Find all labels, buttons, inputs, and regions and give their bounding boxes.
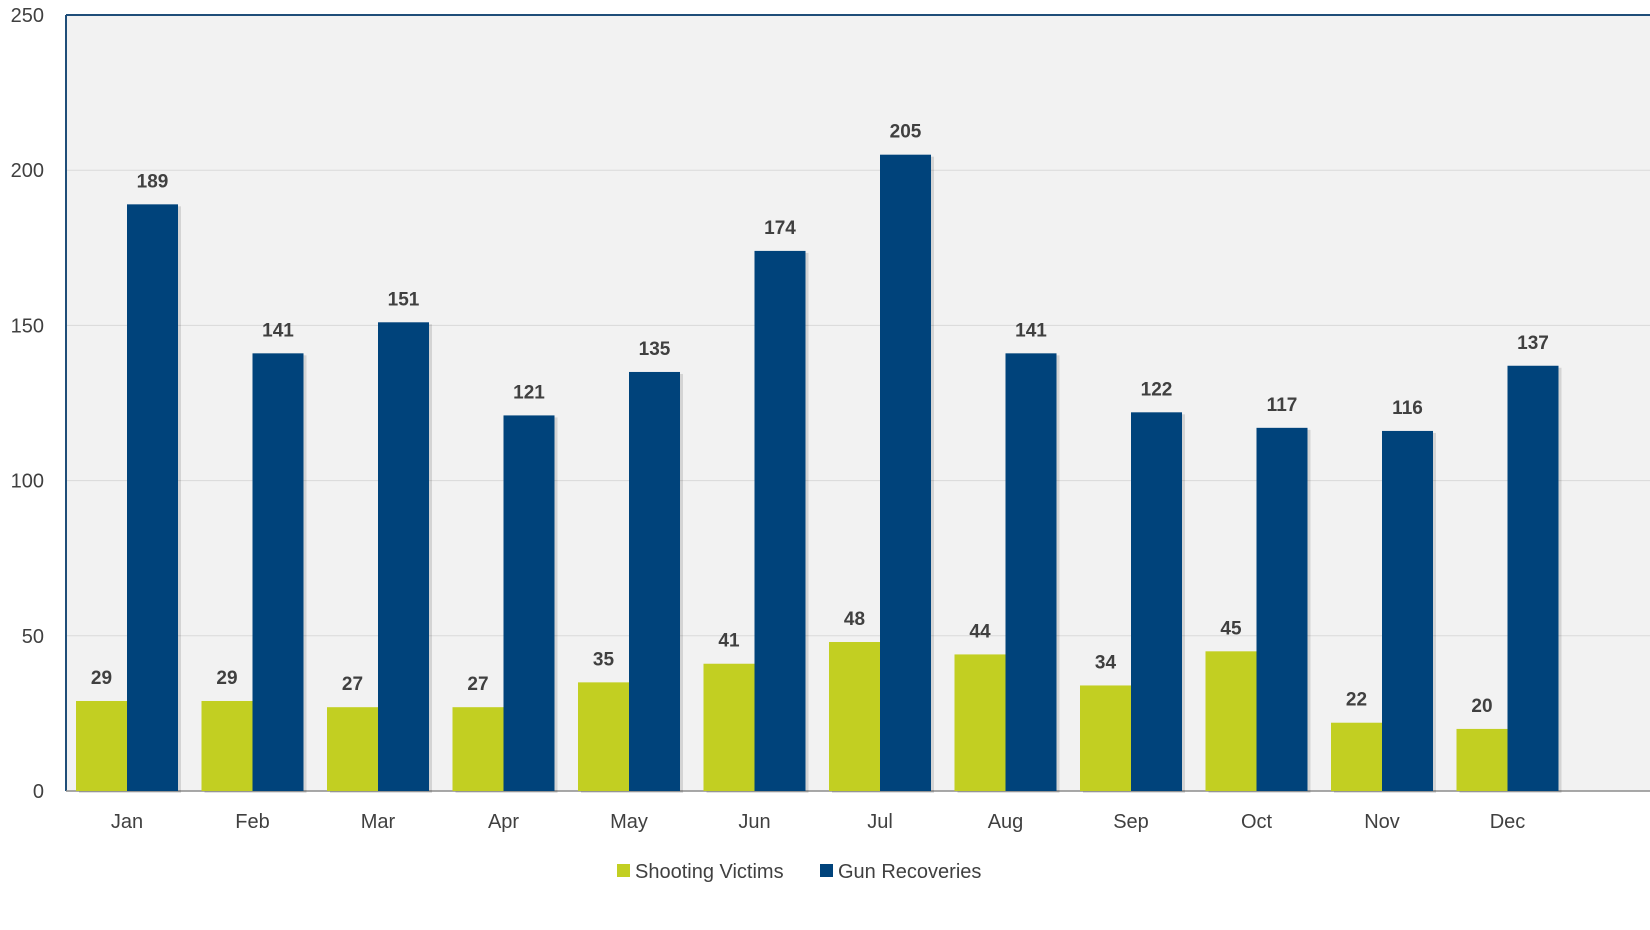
bar-shooting-victims bbox=[954, 654, 1006, 791]
data-label: 205 bbox=[890, 122, 922, 143]
bar-shooting-victims bbox=[703, 663, 755, 791]
bar-shooting-victims bbox=[76, 700, 127, 791]
x-tick-label: Feb bbox=[235, 811, 269, 833]
data-label: 35 bbox=[593, 649, 615, 670]
x-tick-label: Mar bbox=[361, 811, 396, 833]
y-tick-label: 200 bbox=[11, 160, 44, 182]
data-label: 117 bbox=[1267, 395, 1298, 416]
data-label: 29 bbox=[216, 668, 237, 689]
data-label: 44 bbox=[969, 621, 991, 642]
legend-swatch bbox=[820, 864, 833, 877]
data-label: 174 bbox=[764, 218, 796, 239]
x-tick-label: May bbox=[610, 811, 648, 833]
bar-shooting-victims bbox=[1456, 728, 1508, 791]
bar-shooting-victims bbox=[1205, 651, 1257, 791]
y-tick-label: 0 bbox=[33, 781, 44, 803]
bar-shooting-victims bbox=[578, 682, 629, 791]
bar-shooting-victims bbox=[452, 707, 504, 791]
data-label: 189 bbox=[137, 171, 169, 192]
data-label: 122 bbox=[1141, 379, 1173, 400]
bar-shooting-victims bbox=[1331, 722, 1382, 791]
data-label: 141 bbox=[1015, 320, 1047, 341]
data-label: 121 bbox=[513, 382, 545, 403]
y-tick-label: 250 bbox=[11, 5, 44, 27]
bar-gun-recoveries bbox=[629, 371, 680, 791]
x-tick-label: Apr bbox=[488, 811, 519, 833]
y-axis: 0 50 100 150 200 250 bbox=[11, 5, 1650, 803]
bar-gun-recoveries bbox=[252, 353, 304, 791]
bar-gun-recoveries bbox=[503, 415, 555, 791]
data-label: 34 bbox=[1095, 652, 1117, 673]
x-tick-label: Jun bbox=[738, 811, 770, 833]
bar-shooting-victims bbox=[829, 642, 880, 791]
x-tick-label: Sep bbox=[1113, 811, 1149, 833]
x-tick-label: Dec bbox=[1490, 811, 1526, 833]
bars bbox=[76, 154, 1562, 794]
data-label: 151 bbox=[388, 289, 420, 310]
x-axis: Jan Feb Mar Apr May Jun Jul Aug Sep Oct Nov Dec bbox=[111, 811, 1525, 833]
x-tick-label: Jan bbox=[111, 811, 143, 833]
data-label: 27 bbox=[467, 674, 488, 695]
bar-shooting-victims bbox=[1080, 685, 1131, 791]
data-label: 135 bbox=[639, 339, 671, 360]
bar-gun-recoveries bbox=[880, 154, 931, 791]
y-tick-label: 150 bbox=[11, 315, 44, 337]
bar-gun-recoveries bbox=[378, 322, 429, 791]
data-label: 48 bbox=[844, 609, 865, 630]
bar-gun-recoveries bbox=[1382, 430, 1433, 791]
bar-shooting-victims bbox=[327, 707, 378, 791]
bar-gun-recoveries bbox=[127, 204, 178, 791]
y-tick-label: 50 bbox=[22, 626, 44, 648]
data-label: 22 bbox=[1346, 690, 1367, 711]
bar-gun-recoveries bbox=[1256, 427, 1308, 791]
data-label: 29 bbox=[91, 668, 112, 689]
bar-gun-recoveries bbox=[754, 250, 806, 792]
legend-swatch bbox=[617, 864, 630, 877]
legend-label: Gun Recoveries bbox=[838, 861, 981, 883]
bar-gun-recoveries bbox=[1131, 412, 1182, 791]
data-label: 137 bbox=[1517, 333, 1549, 354]
data-label: 45 bbox=[1220, 618, 1242, 639]
data-label: 41 bbox=[718, 631, 740, 652]
x-tick-label: Aug bbox=[988, 811, 1024, 833]
data-labels: 29 189 29 141 27 151 27 121 35 135 41 174 48 205 44 141… bbox=[91, 122, 1549, 717]
x-tick-label: Jul bbox=[867, 811, 893, 833]
x-tick-label: Oct bbox=[1241, 811, 1273, 833]
bar-shooting-victims bbox=[201, 700, 253, 791]
data-label: 141 bbox=[262, 320, 294, 341]
legend-label: Shooting Victims bbox=[635, 861, 784, 883]
x-tick-label: Nov bbox=[1364, 811, 1400, 833]
data-label: 116 bbox=[1392, 398, 1423, 419]
bar-gun-recoveries bbox=[1507, 365, 1559, 791]
data-label: 20 bbox=[1471, 696, 1492, 717]
bar-gun-recoveries bbox=[1005, 353, 1057, 791]
data-label: 27 bbox=[342, 674, 363, 695]
legend: Shooting Victims Gun Recoveries bbox=[617, 861, 981, 883]
y-tick-label: 100 bbox=[11, 471, 44, 493]
